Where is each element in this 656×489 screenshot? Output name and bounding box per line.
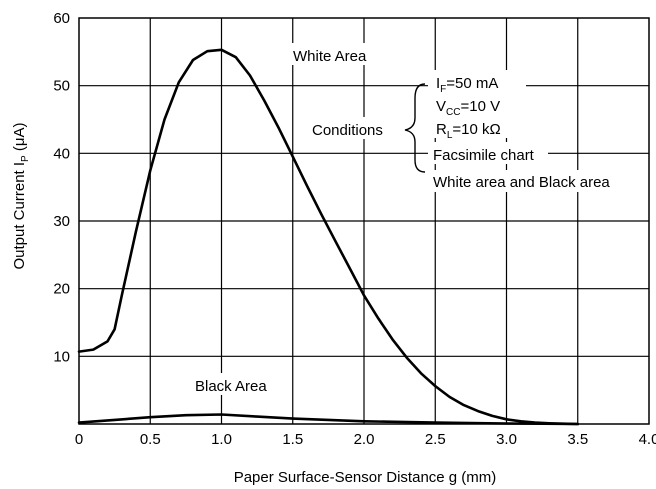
y-axis-label-main: Output Current I [11,162,28,270]
y-tick-label: 20 [53,281,70,298]
condition-chart: Facsimile chart [433,147,535,164]
black-area-curve [77,413,580,426]
x-axis-label: Paper Surface-Sensor Distance g (mm) [234,469,497,486]
x-tick-label: 3.5 [567,431,588,448]
condition-vcc: VCC=10 V [436,98,500,118]
series [77,48,580,426]
white-area-curve [77,48,580,426]
x-tick-label: 1.0 [211,431,232,448]
x-tick-labels: 0 0.5 1.0 1.5 2.0 2.5 3.0 3.5 4.0 [75,431,656,448]
condition-rl: RL=10 kΩ [436,121,501,141]
x-tick-label: 0.5 [140,431,161,448]
x-tick-label: 0 [75,431,83,448]
black-area-label: Black Area [195,378,267,395]
y-tick-label: 30 [53,213,70,230]
y-tick-label: 10 [53,348,70,365]
y-tick-label: 40 [53,145,70,162]
x-tick-label: 3.0 [496,431,517,448]
white-area-label: White Area [293,48,367,65]
condition-area: White area and Black area [433,174,610,191]
x-tick-label: 1.5 [282,431,303,448]
conditions-label: Conditions [312,122,383,139]
y-axis-label: Output Current IP (μA) [11,122,31,269]
condition-if: IF=50 mA [436,75,498,95]
y-axis-label-unit: (μA) [11,122,28,155]
x-tick-label: 2.0 [354,431,375,448]
x-tick-label: 2.5 [425,431,446,448]
plot-frame [78,17,650,425]
conditions-brace [404,83,426,173]
y-tick-label: 60 [53,10,70,27]
y-axis-label-sub: P [20,155,31,162]
y-tick-labels: 10 20 30 40 50 60 [53,10,70,365]
x-tick-label: 4.0 [639,431,656,448]
y-tick-label: 50 [53,78,70,95]
plot-border [78,17,650,425]
